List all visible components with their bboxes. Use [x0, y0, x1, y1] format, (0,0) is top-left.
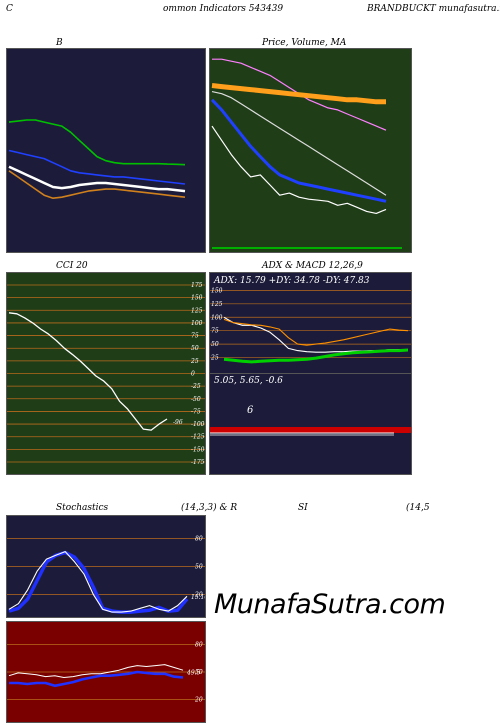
cci-tick-14: -175	[191, 459, 205, 466]
cci-tick-5: 50	[191, 345, 199, 352]
macd-readout: 5.05, 5.65, -0.6	[214, 376, 283, 386]
header-left: C	[6, 4, 13, 14]
price-volume-bar	[212, 247, 402, 249]
cci-line	[8, 312, 168, 431]
rsi-line-1	[9, 670, 184, 688]
bollinger-panel	[6, 48, 206, 253]
cci-tick-8: -25	[191, 383, 201, 390]
cci-tick-11: -100	[191, 421, 205, 428]
cci-tick-0: 175	[191, 282, 203, 289]
stoch-line-1	[8, 551, 188, 613]
stoch-end-label: 15.16	[191, 594, 205, 601]
cci-title: CCI 20	[56, 261, 88, 271]
cci-end-label: -96	[173, 419, 183, 426]
price-line-2	[211, 91, 387, 196]
cci-tick-9: -50	[191, 396, 201, 403]
stoch-tick-0: 80	[195, 536, 203, 543]
price-line-3	[210, 98, 387, 203]
bollinger-line-0	[8, 119, 186, 166]
adx-tick-3: 75	[211, 328, 219, 335]
adx-readout: ADX: 15.79 +DY: 34.78 -DY: 47.83	[214, 276, 370, 286]
stoch-title: Stochastics	[56, 503, 109, 513]
macd-label: 6	[247, 405, 254, 416]
stoch-tick-2: 20	[194, 591, 203, 598]
adx-line-1	[223, 348, 409, 364]
stoch-tick-1: 50	[195, 564, 203, 571]
adx-tick-5: 25	[210, 355, 219, 362]
bollinger-line-1	[8, 149, 186, 185]
header-center: ommon Indicators 543439	[163, 4, 284, 14]
watermark: MunafaSutra.com	[214, 589, 446, 620]
rsi-tick-2: 20	[194, 697, 203, 704]
cci-tick-3: 100	[191, 320, 203, 327]
price-line-4	[211, 125, 387, 214]
adx-tick-4: 50	[211, 341, 219, 348]
cci-tick-2: 125	[191, 307, 203, 314]
bollinger-line-2	[8, 165, 186, 193]
adx-line-0	[223, 316, 408, 353]
adx-tick-2: 100	[211, 314, 223, 321]
adx-tick-0: 150	[211, 287, 223, 294]
rsi-panel: 80 50 20 49.5	[6, 621, 206, 723]
macd-panel	[209, 373, 412, 475]
rsi-params: (14,5	[406, 503, 430, 513]
adx-panel: 150 125 100 75 50 25	[209, 272, 412, 374]
rsi-tick-1: 50	[195, 669, 203, 676]
adx-tick-1: 125	[211, 301, 223, 308]
cci-tick-13: -150	[191, 446, 205, 453]
bollinger-line-3	[8, 170, 186, 199]
cci-tick-7: 0	[191, 371, 195, 378]
adx-line-2	[223, 318, 409, 346]
price-line-1	[211, 83, 386, 105]
cci-tick-4: 75	[191, 333, 199, 340]
header-right: BRANDBUCKT munafasutra.in	[367, 4, 500, 14]
stoch-line-0	[8, 550, 189, 614]
cci-panel: 175 150 125 100 75 50 25 0 -25 -50 -75 -100 -125 -150…	[6, 272, 206, 475]
stoch-params: (14,3,3) & R	[181, 503, 238, 513]
rsi-title: SI	[298, 503, 308, 513]
rsi-line-0	[8, 664, 184, 678]
adx-title: ADX & MACD 12,26,9	[262, 261, 363, 271]
bollinger-title: B	[56, 38, 63, 48]
price-panel	[209, 48, 412, 253]
cci-tick-12: -125	[191, 434, 205, 441]
rsi-tick-0: 80	[195, 641, 203, 648]
cci-tick-6: 25	[190, 358, 199, 365]
cci-tick-1: 150	[191, 295, 203, 302]
cci-tick-10: -75	[191, 408, 201, 415]
rsi-end-label: 49.5	[186, 669, 201, 676]
price-title: Price, Volume, MA	[262, 38, 347, 48]
